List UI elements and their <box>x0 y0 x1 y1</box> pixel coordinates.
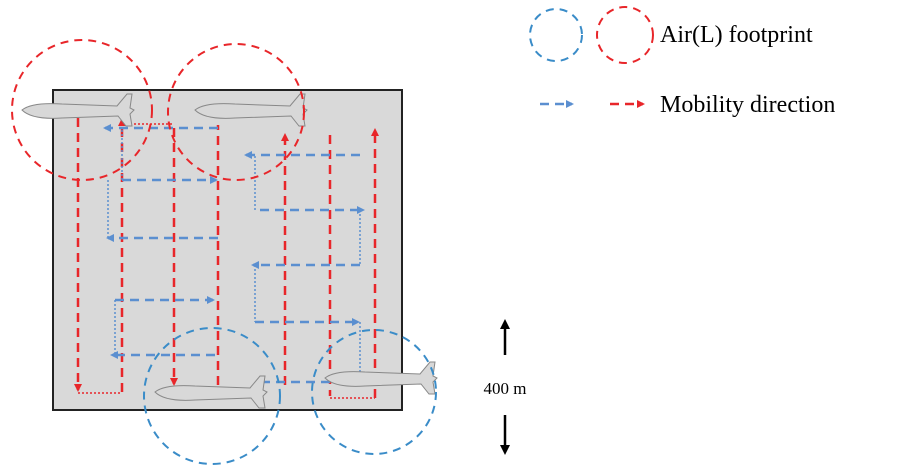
scale: 400 m <box>484 322 527 452</box>
diagram: Air(L) footprint Mobility direction 400 … <box>0 0 901 472</box>
legend-footprint: Air(L) footprint <box>660 22 813 48</box>
legend-mobility: Mobility direction <box>660 92 835 118</box>
scale-label: 400 m <box>484 379 527 398</box>
legend: Air(L) footprint Mobility direction <box>530 7 835 118</box>
area <box>53 90 402 410</box>
